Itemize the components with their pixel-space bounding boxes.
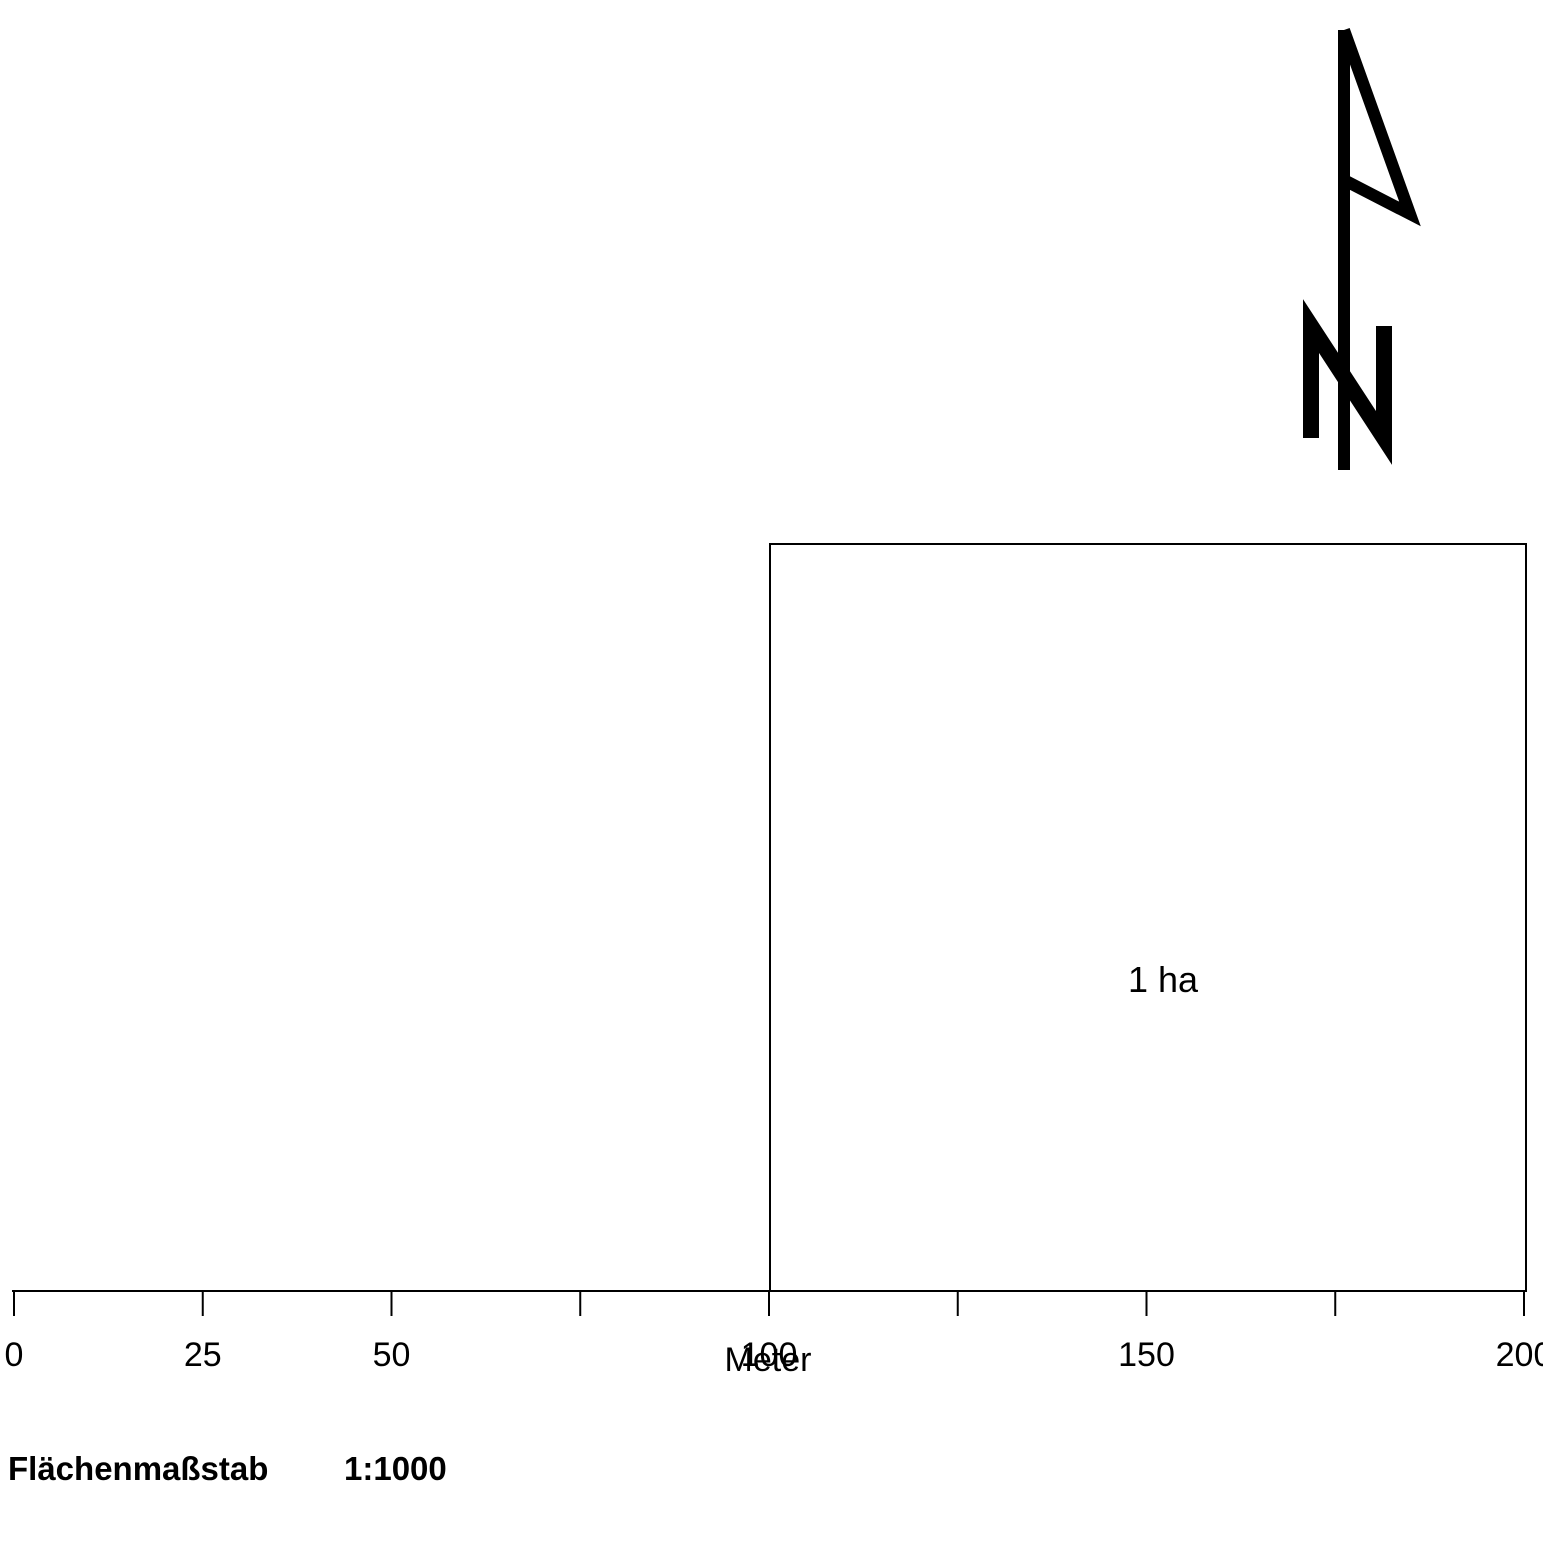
scale-tick-label: 25 [184,1336,222,1374]
scale-tick-label: 150 [1118,1336,1175,1374]
scale-tick-label: 50 [373,1336,411,1374]
hectare-square [769,543,1527,1292]
hectare-label: 1 ha [1128,959,1199,1000]
scale-ratio-caption: 1:1000 [344,1450,447,1487]
north-letter-glyph [1303,299,1392,465]
scale-tick-label: 0 [5,1336,24,1374]
scale-bar: 0 25 50 100 150 200 [5,1290,1543,1374]
north-arrow-flag [1338,27,1421,470]
scale-unit-label: Meter [725,1341,812,1379]
scale-tick-label: 100 [741,1336,798,1374]
north-arrow-icon [1303,27,1421,470]
scale-type-caption: Flächenmaßstab [8,1450,268,1487]
scale-tick-label: 200 [1496,1336,1543,1374]
